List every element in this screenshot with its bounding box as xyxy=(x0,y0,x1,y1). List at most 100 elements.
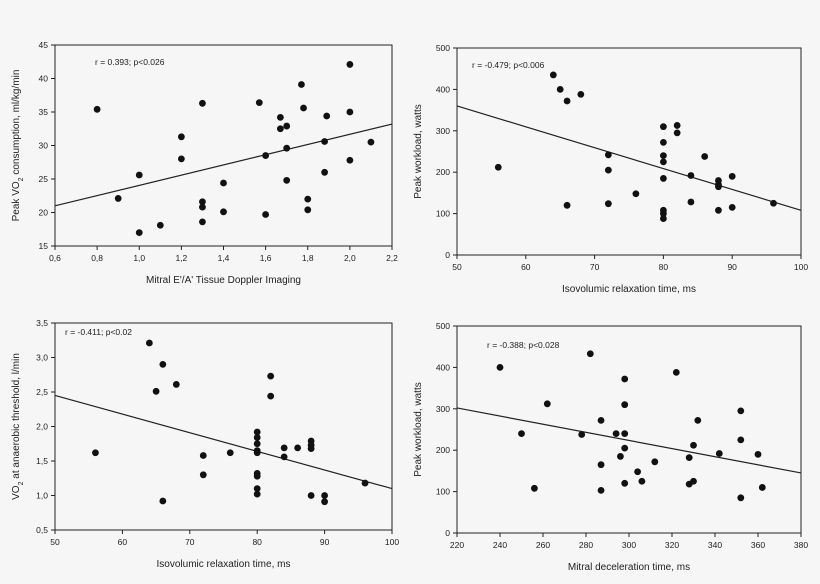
x-tick-label: 60 xyxy=(521,262,531,272)
x-tick-label: 90 xyxy=(320,537,330,547)
data-point xyxy=(283,144,291,152)
data-point xyxy=(673,122,681,129)
correlation-annotation: r = -0.479; p<0.006 xyxy=(472,60,545,70)
y-tick-label: 300 xyxy=(436,404,450,414)
regression-line xyxy=(456,407,802,474)
y-tick-label: 35 xyxy=(39,107,49,117)
data-point xyxy=(531,484,538,492)
data-point xyxy=(321,138,328,145)
x-tick-label: 60 xyxy=(118,537,128,547)
data-point xyxy=(159,497,167,505)
regression-line xyxy=(54,123,393,207)
data-point xyxy=(298,81,305,88)
data-point xyxy=(199,198,206,206)
x-tick-label: 220 xyxy=(450,540,464,550)
data-point xyxy=(660,138,667,146)
data-point xyxy=(135,229,143,237)
data-point xyxy=(563,97,571,105)
data-point xyxy=(307,445,315,452)
data-point xyxy=(145,339,153,347)
x-tick-label: 1,4 xyxy=(218,253,230,263)
data-point xyxy=(255,99,263,107)
y-tick-label: 1,0 xyxy=(36,491,48,501)
x-tick-label: 340 xyxy=(708,540,722,550)
data-point xyxy=(518,430,525,438)
x-tick-label: 360 xyxy=(751,540,765,550)
data-point xyxy=(199,452,207,459)
data-point xyxy=(728,203,736,211)
data-point xyxy=(367,138,375,146)
regression-line xyxy=(54,394,393,490)
x-tick-label: 100 xyxy=(794,262,808,272)
data-point xyxy=(262,211,270,218)
data-point xyxy=(638,477,646,485)
y-tick-label: 40 xyxy=(39,74,49,84)
data-point xyxy=(660,175,667,182)
data-point xyxy=(262,152,270,159)
data-point xyxy=(737,436,745,444)
x-tick-label: 90 xyxy=(727,262,737,272)
y-tick-label: 300 xyxy=(436,126,450,136)
y-tick-label: 100 xyxy=(436,209,450,219)
data-point xyxy=(660,215,667,222)
data-point xyxy=(586,350,594,358)
x-axis-label: Isovolumic relaxation time, ms xyxy=(157,559,291,570)
data-point xyxy=(621,375,629,383)
data-point xyxy=(690,477,697,485)
data-point xyxy=(92,449,99,457)
data-point xyxy=(114,195,122,202)
y-tick-label: 400 xyxy=(436,362,450,372)
y-tick-label: 25 xyxy=(39,174,49,184)
plot-frame xyxy=(54,322,393,531)
plot-frame xyxy=(456,325,802,534)
y-axis-label: Peak workload, watts xyxy=(413,104,424,199)
data-point xyxy=(199,203,206,211)
y-tick-label: 200 xyxy=(436,167,450,177)
regression-line xyxy=(456,105,802,211)
data-point xyxy=(694,416,702,424)
data-point xyxy=(604,200,612,208)
y-tick-label: 500 xyxy=(436,321,450,331)
y-tick-label: 200 xyxy=(436,445,450,455)
y-tick-label: 0,5 xyxy=(36,525,48,535)
data-point xyxy=(304,206,312,214)
data-point xyxy=(253,434,261,441)
x-tick-label: 320 xyxy=(665,540,679,550)
data-point xyxy=(283,176,291,184)
data-point xyxy=(177,133,185,141)
data-point xyxy=(621,401,629,409)
y-tick-label: 0 xyxy=(445,250,450,260)
x-tick-label: 260 xyxy=(536,540,550,550)
data-point xyxy=(556,86,564,93)
data-point xyxy=(280,444,288,452)
chart-panel-4: 220 240 260 280 300 320 340 360 380 0 100 200 300 400… xyxy=(413,321,808,573)
data-point xyxy=(604,166,612,174)
x-tick-label: 380 xyxy=(794,540,808,550)
data-point xyxy=(617,453,624,460)
data-point xyxy=(346,108,354,116)
x-tick-label: 1,6 xyxy=(260,253,272,263)
data-point xyxy=(280,453,288,461)
data-point xyxy=(321,492,328,499)
y-tick-label: 45 xyxy=(39,40,49,50)
data-point xyxy=(253,428,261,436)
data-point xyxy=(660,158,667,166)
data-point xyxy=(172,381,180,388)
y-tick-label: 2,0 xyxy=(36,422,48,432)
y-tick-label: 3,0 xyxy=(36,353,48,363)
data-point xyxy=(563,201,571,209)
correlation-annotation: r = -0.388; p<0.028 xyxy=(487,340,560,350)
data-point xyxy=(549,71,557,79)
data-point xyxy=(346,61,354,68)
data-point xyxy=(728,172,736,180)
data-point xyxy=(321,498,328,506)
y-tick-label: 0 xyxy=(445,528,450,538)
data-point xyxy=(621,430,629,438)
y-axis-label: VO2 at anaerobic threshold, l/min xyxy=(11,353,25,500)
x-axis-label: Mitral deceleration time, ms xyxy=(568,562,690,573)
x-tick-label: 1,8 xyxy=(302,253,314,263)
data-point xyxy=(199,99,206,107)
plot-frame xyxy=(456,47,802,256)
data-point xyxy=(321,168,328,176)
